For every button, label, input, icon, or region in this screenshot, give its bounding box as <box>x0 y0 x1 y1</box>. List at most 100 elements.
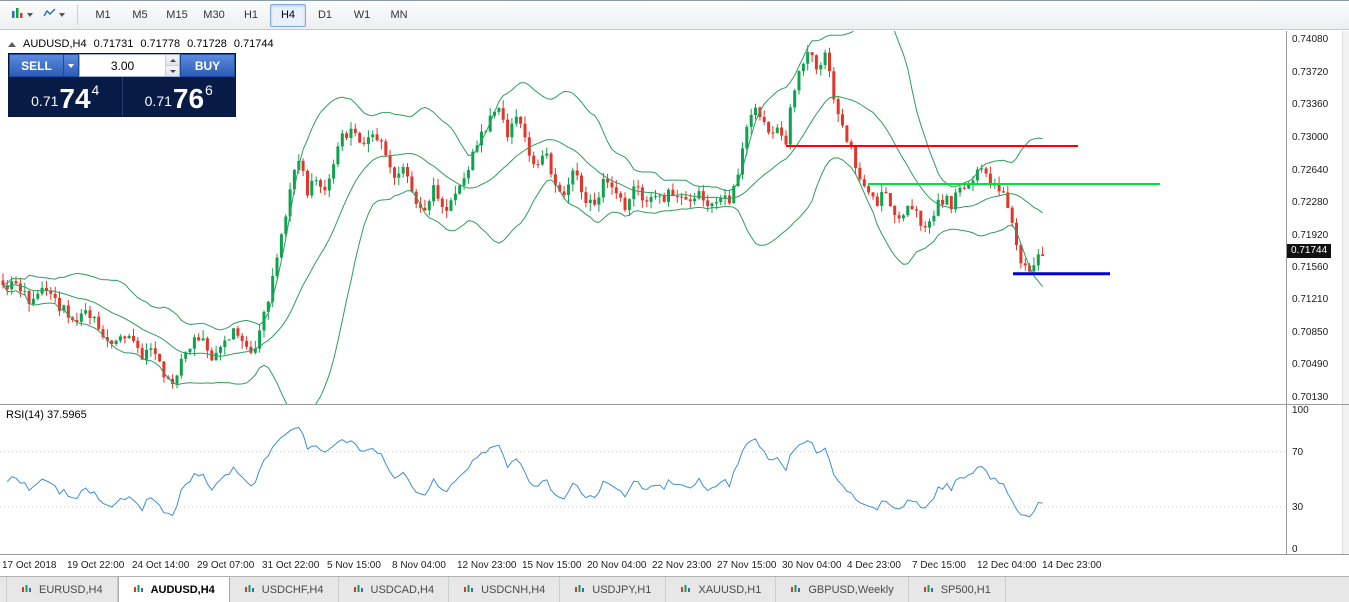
tab-chart-icon <box>681 585 691 592</box>
time-tick-label: 30 Nov 04:00 <box>782 560 842 571</box>
panel-divider[interactable] <box>0 404 1349 405</box>
lot-size-box: 3.00 <box>79 54 180 77</box>
up-arrow-icon <box>169 58 176 62</box>
time-tick-label: 31 Oct 22:00 <box>262 560 320 571</box>
timeframe-button-mn[interactable]: MN <box>390 9 408 21</box>
timeframe-button-w1[interactable]: W1 <box>353 9 371 21</box>
buy-button[interactable]: BUY <box>180 54 235 77</box>
tab-label: USDCHF,H4 <box>261 583 324 596</box>
tab-chart-icon <box>353 585 363 592</box>
chart-tab-usdjpy-h1[interactable]: USDJPY,H1 <box>560 577 667 602</box>
time-tick-label: 12 Dec 04:00 <box>977 560 1037 571</box>
time-tick-label: 4 Dec 23:00 <box>847 560 901 571</box>
chart-tab-audusd-h4[interactable]: AUDUSD,H4 <box>117 577 230 602</box>
chart-tab-eurusd-h4[interactable]: EURUSD,H4 <box>6 577 118 602</box>
time-tick-label: 24 Oct 14:00 <box>132 560 190 571</box>
tab-chart-icon <box>923 585 933 592</box>
order-options-dropdown[interactable] <box>64 54 79 77</box>
sell-price[interactable]: 0.71 74 4 <box>31 82 100 115</box>
rsi-tick-label: 30 <box>1292 502 1304 513</box>
bollinger-middle-band[interactable] <box>2 96 1043 357</box>
price-tick-label: 0.72640 <box>1292 165 1329 176</box>
bollinger-upper-band[interactable] <box>2 31 1043 331</box>
timeframe-button-m1[interactable]: M1 <box>95 9 111 21</box>
price-scale[interactable]: 0.71744 0.74080 0.73720 0.73360 0.73000 0.72… <box>1286 31 1342 555</box>
time-tick-label: 20 Nov 04:00 <box>587 560 647 571</box>
tab-label: AUDUSD,H4 <box>150 583 215 596</box>
time-tick-label: 27 Nov 15:00 <box>717 560 777 571</box>
timeframe-button-d1[interactable]: D1 <box>317 9 333 21</box>
buy-price[interactable]: 0.71 76 6 <box>144 82 213 115</box>
indicator-line-icon <box>43 6 56 24</box>
charts-dropdown-button[interactable] <box>6 3 38 27</box>
lot-increase-button[interactable] <box>166 55 179 65</box>
top-toolbar: M1 M5 M15 M30 H1 H4 D1 W1 MN <box>0 1 1349 30</box>
tab-label: GBPUSD,Weekly <box>808 583 894 596</box>
tab-chart-icon <box>575 585 585 592</box>
tab-chart-icon <box>244 585 254 592</box>
tab-chart-icon <box>791 585 801 592</box>
chart-tab-usdchf-h4[interactable]: USDCHF,H4 <box>230 577 339 602</box>
time-tick-label: 19 Oct 22:00 <box>67 560 125 571</box>
scrollbar[interactable] <box>1342 31 1349 554</box>
time-tick-label: 29 Oct 07:00 <box>197 560 255 571</box>
price-tick-label: 0.73360 <box>1292 99 1329 110</box>
chart-tab-usdcad-h4[interactable]: USDCAD,H4 <box>339 577 450 602</box>
rsi-line[interactable] <box>6 426 1043 518</box>
rsi-canvas[interactable] <box>0 405 1286 554</box>
chart-tab-sp500-h1[interactable]: SP500,H1 <box>909 577 1006 602</box>
timeframe-button-m30[interactable]: M30 <box>203 9 225 21</box>
rsi-tick-label: 0 <box>1292 544 1298 555</box>
timeframe-button-m15[interactable]: M15 <box>166 9 188 21</box>
ohlc-high: 0.71778 <box>140 38 181 50</box>
time-tick-label: 7 Dec 15:00 <box>912 560 966 571</box>
chart-tab-gbpusd-weekly[interactable]: GBPUSD,Weekly <box>776 577 909 602</box>
time-tick-label: 14 Dec 23:00 <box>1042 560 1102 571</box>
time-tick-label: 8 Nov 04:00 <box>392 560 446 571</box>
tab-label: EURUSD,H4 <box>39 583 103 596</box>
bollinger-lower-band[interactable] <box>2 157 1043 404</box>
time-tick-label: 22 Nov 23:00 <box>652 560 712 571</box>
lot-size-input[interactable]: 3.00 <box>110 58 135 73</box>
price-tick-label: 0.72280 <box>1292 197 1329 208</box>
price-tick-label: 0.71210 <box>1292 294 1329 305</box>
price-tick-label: 0.70850 <box>1292 327 1329 338</box>
lot-decrease-button[interactable] <box>166 65 179 76</box>
price-tick-label: 0.71920 <box>1292 230 1329 241</box>
tab-label: USDJPY,H1 <box>592 583 652 596</box>
caret-down-icon <box>27 13 33 17</box>
caret-down-icon <box>59 13 65 17</box>
chart-tab-xauusd-h1[interactable]: XAUUSD,H1 <box>666 577 777 602</box>
chart-tab-usdcnh-h4[interactable]: USDCNH,H4 <box>449 577 561 602</box>
collapse-panel-icon[interactable] <box>8 41 16 47</box>
current-price-badge: 0.71744 <box>1287 244 1332 258</box>
price-tick-label: 0.73720 <box>1292 67 1329 78</box>
tab-chart-icon <box>133 585 143 592</box>
price-tick-label: 0.73000 <box>1292 132 1329 143</box>
timeframe-button-m5[interactable]: M5 <box>132 9 148 21</box>
trade-panel-controls: SELL 3.00 BUY <box>9 54 235 77</box>
timeframe-button-h1[interactable]: H1 <box>243 9 259 21</box>
price-tick-label: 0.74080 <box>1292 34 1329 45</box>
price-tick-label: 0.71560 <box>1292 262 1329 273</box>
timeframe-group: M1 M5 M15 M30 H1 H4 D1 W1 MN <box>85 3 417 27</box>
one-click-trading-panel: SELL 3.00 BUY 0.71 74 4 0.71 76 <box>8 53 236 117</box>
toolbar-separator <box>77 5 78 25</box>
price-tick-label: 0.70130 <box>1292 392 1329 403</box>
trade-panel-prices: 0.71 74 4 0.71 76 6 <box>9 77 235 116</box>
time-tick-label: 12 Nov 23:00 <box>457 560 517 571</box>
down-arrow-icon <box>169 69 176 73</box>
sell-button[interactable]: SELL <box>9 54 64 77</box>
tab-label: SP500,H1 <box>940 583 991 596</box>
time-axis[interactable]: 17 Oct 2018 19 Oct 22:00 24 Oct 14:00 29 Oc… <box>0 554 1349 576</box>
timeframe-button-h4[interactable]: H4 <box>270 3 306 27</box>
tab-chart-icon <box>22 585 31 592</box>
mini-chart-icon <box>11 6 24 24</box>
price-divider <box>121 77 123 116</box>
tab-chart-icon <box>464 585 474 592</box>
tab-label: XAUUSD,H1 <box>698 583 762 596</box>
price-tick-label: 0.70490 <box>1292 359 1329 370</box>
time-tick-label: 17 Oct 2018 <box>2 560 57 571</box>
indicators-dropdown-button[interactable] <box>38 3 70 27</box>
